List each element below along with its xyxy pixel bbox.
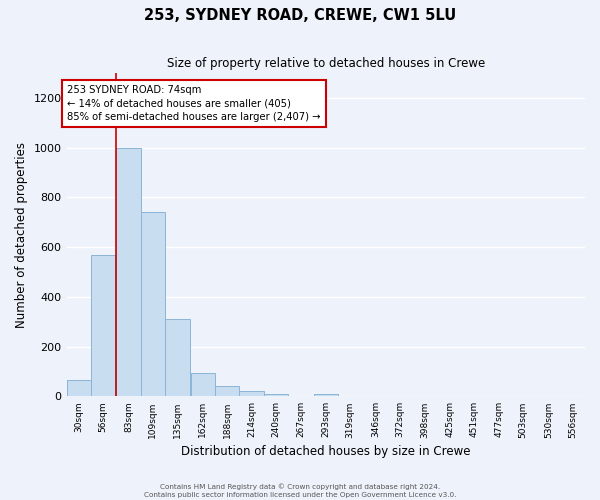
Text: Contains HM Land Registry data © Crown copyright and database right 2024.
Contai: Contains HM Land Registry data © Crown c… — [144, 484, 456, 498]
Bar — [215, 386, 239, 396]
Bar — [191, 372, 215, 396]
Bar — [264, 394, 288, 396]
Text: 253, SYDNEY ROAD, CREWE, CW1 5LU: 253, SYDNEY ROAD, CREWE, CW1 5LU — [144, 8, 456, 22]
Text: 253 SYDNEY ROAD: 74sqm
← 14% of detached houses are smaller (405)
85% of semi-de: 253 SYDNEY ROAD: 74sqm ← 14% of detached… — [67, 86, 321, 122]
X-axis label: Distribution of detached houses by size in Crewe: Distribution of detached houses by size … — [181, 444, 470, 458]
Bar — [116, 148, 141, 396]
Bar — [67, 380, 91, 396]
Title: Size of property relative to detached houses in Crewe: Size of property relative to detached ho… — [167, 58, 485, 70]
Bar — [165, 319, 190, 396]
Bar — [91, 254, 115, 396]
Y-axis label: Number of detached properties: Number of detached properties — [15, 142, 28, 328]
Bar — [314, 394, 338, 396]
Bar — [141, 212, 165, 396]
Bar — [239, 392, 264, 396]
